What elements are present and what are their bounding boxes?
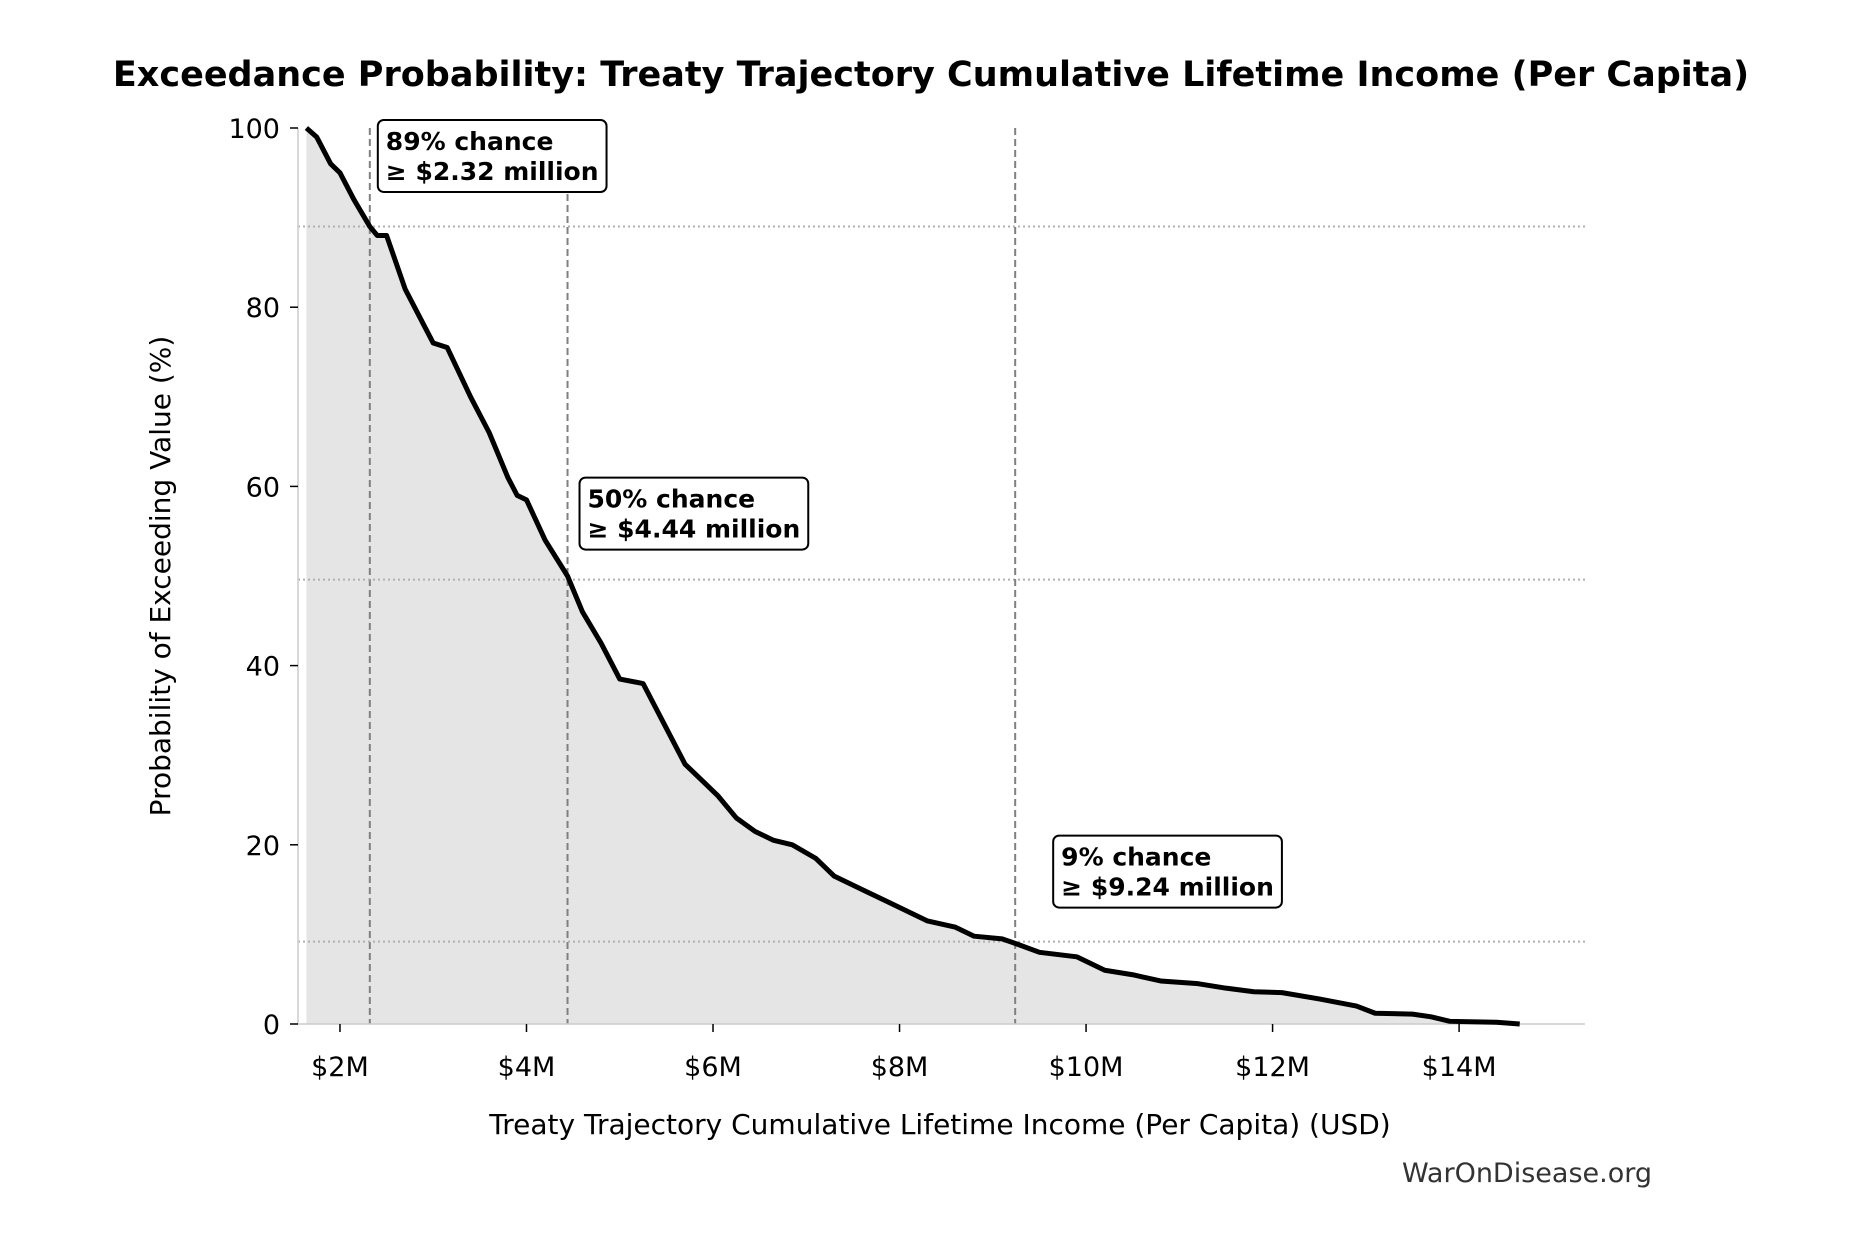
annotation-line1: 50% chance: [588, 485, 756, 514]
x-tick-label: $6M: [684, 1052, 742, 1083]
x-tick-label: $4M: [498, 1052, 556, 1083]
annotation-frame: [578, 476, 810, 551]
annotation-box: 89% chance≥ $2.32 million: [376, 119, 608, 193]
x-tick-label: $12M: [1235, 1052, 1310, 1083]
y-tick-label: 20: [246, 831, 280, 862]
credit-text: WarOnDisease.org: [1402, 1158, 1652, 1189]
series-line: [304, 126, 1520, 1027]
x-tick-label: $2M: [311, 1052, 369, 1083]
annotation-frame: [1052, 834, 1283, 909]
annotation-frame: [376, 119, 608, 193]
annotation-box: 50% chance≥ $4.44 million: [578, 476, 810, 551]
chart-title: Exceedance Probability: Treaty Trajector…: [113, 55, 1749, 95]
x-tick-label: $14M: [1422, 1052, 1497, 1083]
annotation-line2: ≥ $4.44 million: [588, 515, 801, 544]
annotation-line2: ≥ $9.24 million: [1061, 873, 1274, 902]
y-tick-label: 60: [246, 472, 280, 503]
annotation-box: 9% chance≥ $9.24 million: [1052, 834, 1283, 909]
y-tick-label: 40: [246, 652, 280, 683]
x-axis-label: Treaty Trajectory Cumulative Lifetime In…: [488, 1108, 1390, 1141]
y-tick-label: 80: [246, 293, 280, 324]
y-axis-label: Probability of Exceeding Value (%): [144, 336, 177, 817]
annotation-line1: 89% chance: [386, 127, 554, 156]
x-tick-label: $10M: [1049, 1052, 1124, 1083]
area-fill: [306, 128, 1520, 1024]
plot-area: $2M $4M $6M $8M $10M $12M $14M 0 20 40 60 80 100 89% …: [228, 114, 1585, 1083]
annotation-line2: ≥ $2.32 million: [386, 157, 599, 186]
annotation-line1: 9% chance: [1061, 843, 1211, 872]
y-tick-label: 0: [263, 1010, 280, 1041]
x-tick-label: $8M: [871, 1052, 929, 1083]
y-tick-label: 100: [228, 114, 280, 145]
